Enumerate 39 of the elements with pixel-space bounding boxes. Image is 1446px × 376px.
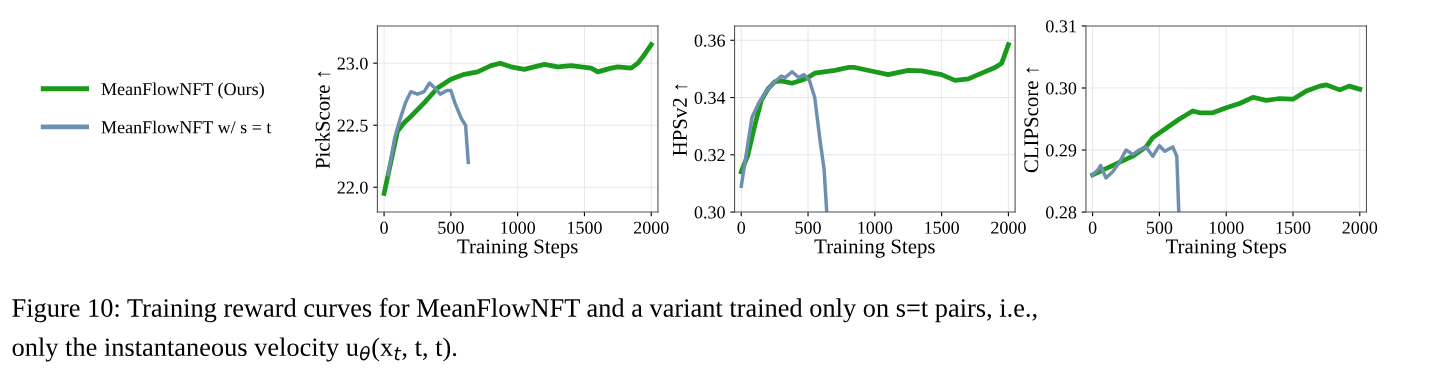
y-axis-title: PickScore ↑ — [315, 71, 331, 169]
x-tick-label: 1000 — [1209, 221, 1244, 234]
x-tick-label: 1500 — [567, 221, 602, 234]
y-tick-label: 0.34 — [694, 91, 726, 105]
line-series — [739, 70, 829, 213]
y-tick-label: 23.0 — [337, 57, 368, 70]
x-tick-label: 2000 — [1342, 221, 1378, 234]
y-axis-title: CLIPScore ↑ — [1024, 67, 1039, 173]
x-tick-label: 500 — [1146, 221, 1173, 234]
line-series — [1090, 143, 1181, 213]
legend-label: MeanFlowNFT (Ours) — [101, 82, 264, 99]
y-tick-label: 0.29 — [1046, 144, 1077, 157]
y-tick-label: 0.30 — [694, 206, 725, 219]
x-tick-label: 1000 — [501, 221, 536, 234]
x-tick-label: 1500 — [925, 221, 959, 234]
x-tick-label: 0 — [737, 221, 746, 234]
y-axis-title: HPSv2 ↑ — [672, 84, 688, 156]
legend-label: MeanFlowNFT w/ s = t — [101, 120, 272, 134]
x-axis-title: Training Steps — [1165, 239, 1287, 258]
y-tick-label: 0.32 — [694, 149, 725, 162]
x-axis-title: Training Steps — [457, 239, 578, 258]
y-tick-label: 22.5 — [337, 119, 368, 132]
x-tick-label: 0 — [1088, 221, 1097, 234]
x-tick-label: 1500 — [1276, 221, 1311, 234]
x-tick-label: 2000 — [633, 221, 669, 234]
y-tick-label: 22.0 — [337, 181, 368, 194]
y-tick-label: 0.28 — [1046, 206, 1077, 219]
x-tick-label: 2000 — [991, 221, 1026, 234]
y-tick-label: 0.30 — [1046, 82, 1077, 95]
x-tick-label: 1000 — [858, 221, 893, 234]
text: only the instantaneous velocity u$_{θ}$(x$_{t}$, t, t). — [12, 337, 457, 362]
x-tick-label: 500 — [438, 221, 464, 234]
x-axis-title: Training Steps — [814, 239, 935, 258]
x-tick-label: 500 — [795, 221, 821, 234]
line-series — [386, 81, 470, 177]
x-tick-label: 0 — [380, 221, 388, 234]
y-tick-label: 0.36 — [694, 34, 725, 47]
caption: Figure 10: Training reward curves for MeanFlowNFT and a variant trained only on s=t pairs, i.e., — [12, 298, 1037, 323]
y-tick-label: 0.31 — [1046, 20, 1076, 33]
